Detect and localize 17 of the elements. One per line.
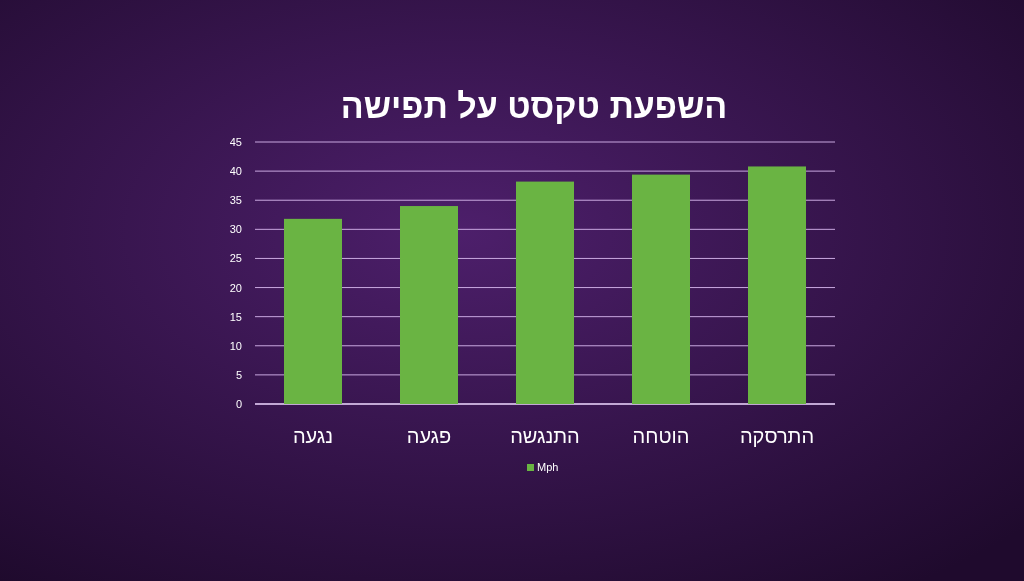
- x-tick-label: הוטחה: [632, 425, 690, 447]
- x-tick-label: התרסקה: [739, 425, 815, 447]
- y-tick-label: 15: [229, 310, 242, 323]
- x-tick-label: נגעה: [292, 425, 334, 447]
- y-tick-label: 10: [229, 339, 242, 352]
- x-tick-label: התנגשה: [510, 425, 580, 447]
- y-tick-label: 5: [235, 368, 242, 381]
- legend-label: Mph: [537, 461, 559, 473]
- x-tick-label: פגעה: [406, 425, 452, 447]
- y-tick-label: 30: [229, 223, 242, 236]
- y-tick-label: 40: [229, 165, 242, 178]
- y-tick-label: 25: [229, 252, 242, 265]
- y-tick-label: 35: [229, 194, 242, 207]
- y-tick-label: 20: [229, 281, 242, 294]
- chart-title: השפעת טקסט על תפישה: [340, 87, 728, 125]
- y-tick-label: 45: [229, 136, 242, 148]
- y-tick-label: 0: [235, 398, 242, 410]
